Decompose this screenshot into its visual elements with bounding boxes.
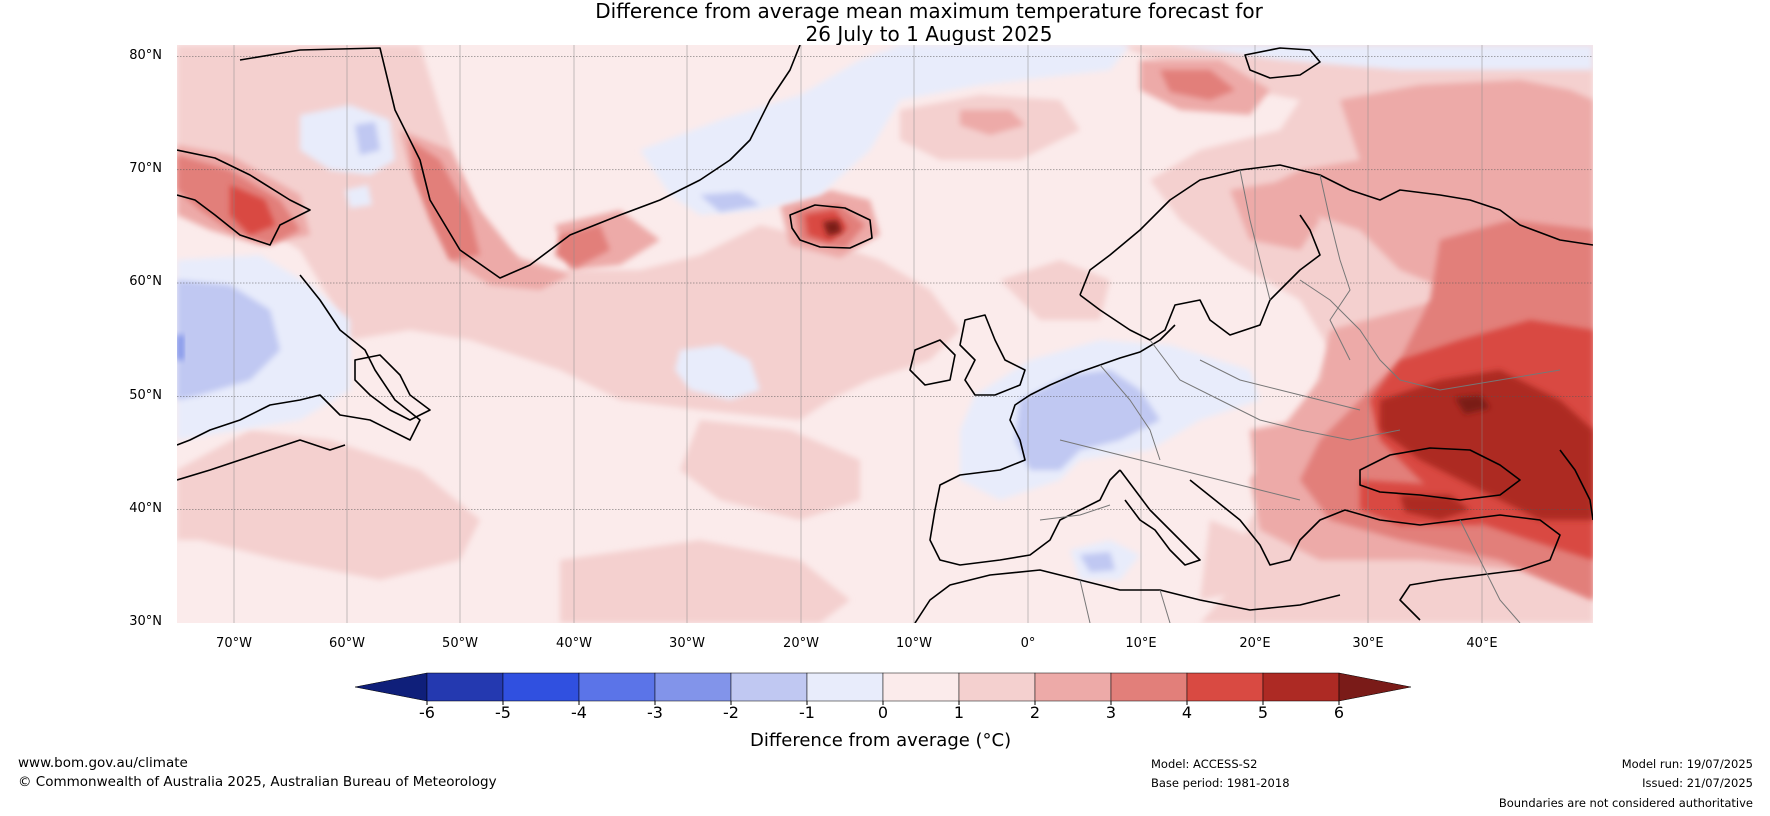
lat-label-40: 40°N bbox=[129, 501, 162, 516]
colorbar-tick-label: 0 bbox=[877, 703, 889, 722]
colorbar-tick-label: 6 bbox=[1333, 703, 1345, 722]
colorbar-tick-label: 4 bbox=[1181, 703, 1193, 722]
disclaimer-text: Boundaries are not considered authoritat… bbox=[1498, 796, 1753, 810]
lat-label-80: 80°N bbox=[129, 48, 162, 63]
lon-label-60w: 60°W bbox=[329, 636, 365, 651]
colorbar-segment bbox=[426, 672, 504, 702]
title-line-2: 26 July to 1 August 2025 bbox=[805, 22, 1053, 46]
colorbar-segment bbox=[1186, 672, 1264, 702]
colorbar-segment bbox=[502, 672, 580, 702]
lon-label-70w: 70°W bbox=[216, 636, 252, 651]
colorbar-segment bbox=[882, 672, 960, 702]
colorbar-segment bbox=[1110, 672, 1188, 702]
colorbar-tick-label: -2 bbox=[723, 703, 739, 722]
model-text: Model: ACCESS-S2 bbox=[1151, 757, 1258, 771]
lon-label-0: 0° bbox=[1020, 636, 1036, 651]
colorbar-tick-label: -3 bbox=[647, 703, 663, 722]
colorbar-tick-label: -6 bbox=[419, 703, 435, 722]
issued-text: Issued: 21/07/2025 bbox=[1642, 776, 1753, 790]
graticule bbox=[177, 56, 1593, 510]
colorbar-segment bbox=[958, 672, 1036, 702]
lat-label-60: 60°N bbox=[129, 274, 162, 289]
chart-title: Difference from average mean maximum tem… bbox=[0, 0, 1770, 46]
colorbar-tick-label: -4 bbox=[571, 703, 587, 722]
lon-label-20e: 20°E bbox=[1239, 636, 1271, 651]
lon-label-40w: 40°W bbox=[556, 636, 592, 651]
model-run-text: Model run: 19/07/2025 bbox=[1621, 757, 1753, 771]
colorbar-label: Difference from average (°C) bbox=[750, 730, 1012, 751]
colorbar-segment bbox=[730, 672, 808, 702]
colorbar-segment bbox=[806, 672, 884, 702]
lon-label-10w: 10°W bbox=[896, 636, 932, 651]
colorbar-extend-high bbox=[1338, 672, 1412, 702]
colorbar-tick-label: 2 bbox=[1029, 703, 1041, 722]
coastlines bbox=[177, 45, 1593, 623]
colorbar-segment bbox=[578, 672, 656, 702]
lon-label-50w: 50°W bbox=[442, 636, 478, 651]
colorbar-tick-label: 5 bbox=[1257, 703, 1269, 722]
lat-label-70: 70°N bbox=[129, 161, 162, 176]
lon-label-10e: 10°E bbox=[1125, 636, 1157, 651]
title-line-1: Difference from average mean maximum tem… bbox=[595, 0, 1263, 23]
colorbar-tick-label: -1 bbox=[799, 703, 815, 722]
colorbar-segment bbox=[654, 672, 732, 702]
colorbar-extend-low bbox=[354, 672, 428, 702]
lon-label-30e: 30°E bbox=[1352, 636, 1384, 651]
lon-label-20w: 20°W bbox=[783, 636, 819, 651]
colorbar-segment bbox=[1034, 672, 1112, 702]
colorbar-segment bbox=[1262, 672, 1340, 702]
website-text: www.bom.gov.au/climate bbox=[18, 755, 188, 771]
lat-label-30: 30°N bbox=[129, 614, 162, 629]
colorbar bbox=[354, 672, 1412, 705]
temperature-anomaly-field bbox=[177, 45, 1593, 623]
copyright-text: © Commonwealth of Australia 2025, Austra… bbox=[18, 774, 497, 790]
colorbar-tick-label: 3 bbox=[1105, 703, 1117, 722]
colorbar-tick-label: -5 bbox=[495, 703, 511, 722]
base-period-text: Base period: 1981-2018 bbox=[1151, 776, 1290, 790]
lon-label-40e: 40°E bbox=[1466, 636, 1498, 651]
lon-label-30w: 30°W bbox=[669, 636, 705, 651]
borders bbox=[1039, 169, 1561, 623]
colorbar-tick-label: 1 bbox=[953, 703, 965, 722]
lat-label-50: 50°N bbox=[129, 388, 162, 403]
